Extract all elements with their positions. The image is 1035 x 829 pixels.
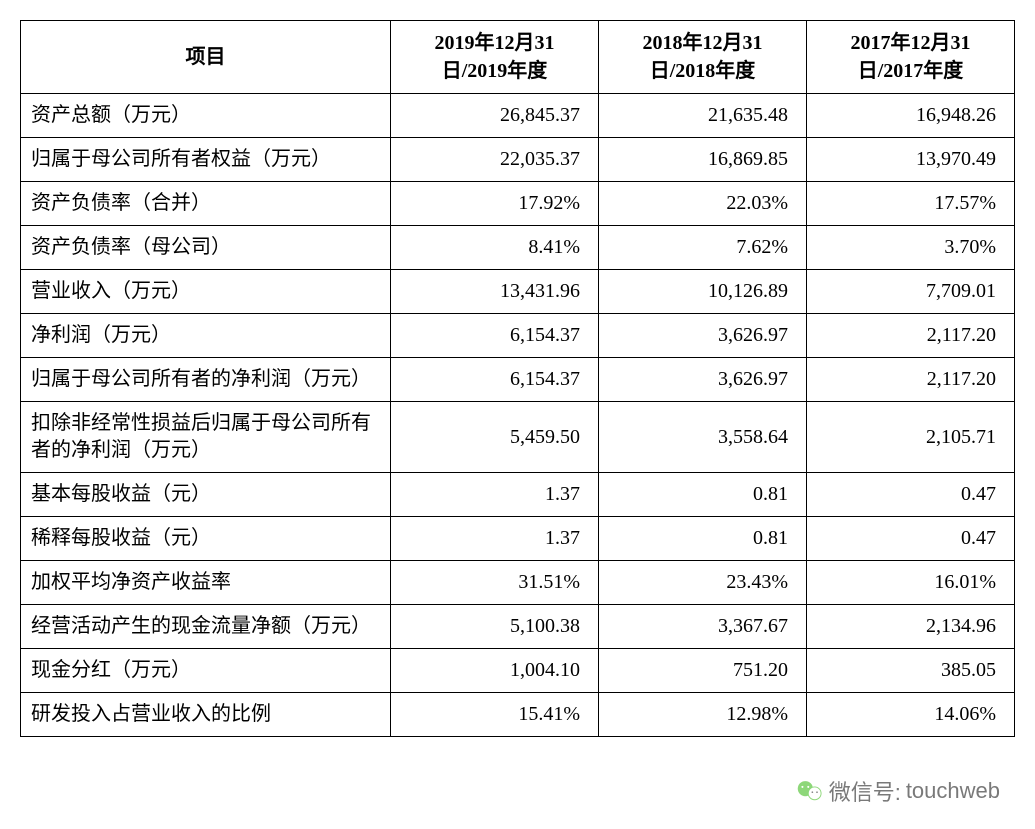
row-value-2018: 3,626.97 <box>599 314 807 358</box>
table-row: 基本每股收益（元） 1.37 0.81 0.47 <box>21 473 1015 517</box>
row-value-2019: 5,100.38 <box>391 605 599 649</box>
row-label: 净利润（万元） <box>21 314 391 358</box>
table-row: 营业收入（万元） 13,431.96 10,126.89 7,709.01 <box>21 270 1015 314</box>
financial-table: 项目 2019年12月31日/2019年度 2018年12月31日/2018年度… <box>20 20 1015 737</box>
wechat-icon <box>796 777 824 805</box>
row-label: 稀释每股收益（元） <box>21 517 391 561</box>
row-value-2017: 7,709.01 <box>807 270 1015 314</box>
row-value-2019: 26,845.37 <box>391 94 599 138</box>
row-label: 研发投入占营业收入的比例 <box>21 693 391 737</box>
row-label: 营业收入（万元） <box>21 270 391 314</box>
watermark-prefix: 微信号: <box>829 775 901 807</box>
row-value-2018: 16,869.85 <box>599 138 807 182</box>
row-value-2019: 1.37 <box>391 517 599 561</box>
row-label: 资产总额（万元） <box>21 94 391 138</box>
table-row: 经营活动产生的现金流量净额（万元） 5,100.38 3,367.67 2,13… <box>21 605 1015 649</box>
row-value-2017: 0.47 <box>807 473 1015 517</box>
row-value-2017: 2,105.71 <box>807 402 1015 473</box>
row-value-2018: 3,367.67 <box>599 605 807 649</box>
row-value-2018: 3,558.64 <box>599 402 807 473</box>
header-2019: 2019年12月31日/2019年度 <box>391 21 599 94</box>
table-row: 研发投入占营业收入的比例 15.41% 12.98% 14.06% <box>21 693 1015 737</box>
row-value-2017: 3.70% <box>807 226 1015 270</box>
row-value-2019: 31.51% <box>391 561 599 605</box>
header-2018: 2018年12月31日/2018年度 <box>599 21 807 94</box>
row-value-2017: 13,970.49 <box>807 138 1015 182</box>
row-value-2017: 16,948.26 <box>807 94 1015 138</box>
row-value-2017: 2,117.20 <box>807 358 1015 402</box>
row-label: 加权平均净资产收益率 <box>21 561 391 605</box>
header-item: 项目 <box>21 21 391 94</box>
table-header-row: 项目 2019年12月31日/2019年度 2018年12月31日/2018年度… <box>21 21 1015 94</box>
row-label: 经营活动产生的现金流量净额（万元） <box>21 605 391 649</box>
row-value-2018: 22.03% <box>599 182 807 226</box>
row-value-2018: 23.43% <box>599 561 807 605</box>
row-value-2018: 21,635.48 <box>599 94 807 138</box>
row-value-2018: 7.62% <box>599 226 807 270</box>
table-row: 现金分红（万元） 1,004.10 751.20 385.05 <box>21 649 1015 693</box>
table-row: 资产总额（万元） 26,845.37 21,635.48 16,948.26 <box>21 94 1015 138</box>
row-value-2017: 385.05 <box>807 649 1015 693</box>
table-row: 归属于母公司所有者的净利润（万元） 6,154.37 3,626.97 2,11… <box>21 358 1015 402</box>
table-row: 稀释每股收益（元） 1.37 0.81 0.47 <box>21 517 1015 561</box>
row-value-2017: 17.57% <box>807 182 1015 226</box>
row-value-2019: 17.92% <box>391 182 599 226</box>
row-label: 归属于母公司所有者权益（万元） <box>21 138 391 182</box>
row-value-2019: 1,004.10 <box>391 649 599 693</box>
table-row: 扣除非经常性损益后归属于母公司所有者的净利润（万元） 5,459.50 3,55… <box>21 402 1015 473</box>
table-row: 资产负债率（母公司） 8.41% 7.62% 3.70% <box>21 226 1015 270</box>
row-value-2017: 0.47 <box>807 517 1015 561</box>
watermark: 微信号: touchweb <box>796 775 1000 807</box>
row-value-2017: 16.01% <box>807 561 1015 605</box>
row-value-2018: 3,626.97 <box>599 358 807 402</box>
row-label: 归属于母公司所有者的净利润（万元） <box>21 358 391 402</box>
row-value-2018: 12.98% <box>599 693 807 737</box>
row-value-2019: 15.41% <box>391 693 599 737</box>
table-row: 净利润（万元） 6,154.37 3,626.97 2,117.20 <box>21 314 1015 358</box>
row-value-2019: 22,035.37 <box>391 138 599 182</box>
table-body: 资产总额（万元） 26,845.37 21,635.48 16,948.26 归… <box>21 94 1015 737</box>
table-row: 加权平均净资产收益率 31.51% 23.43% 16.01% <box>21 561 1015 605</box>
row-value-2018: 10,126.89 <box>599 270 807 314</box>
table-row: 归属于母公司所有者权益（万元） 22,035.37 16,869.85 13,9… <box>21 138 1015 182</box>
row-value-2019: 6,154.37 <box>391 314 599 358</box>
row-value-2018: 0.81 <box>599 473 807 517</box>
row-value-2019: 1.37 <box>391 473 599 517</box>
row-value-2019: 6,154.37 <box>391 358 599 402</box>
row-value-2018: 751.20 <box>599 649 807 693</box>
header-2017: 2017年12月31日/2017年度 <box>807 21 1015 94</box>
row-label: 现金分红（万元） <box>21 649 391 693</box>
row-value-2017: 14.06% <box>807 693 1015 737</box>
row-value-2017: 2,117.20 <box>807 314 1015 358</box>
row-value-2017: 2,134.96 <box>807 605 1015 649</box>
watermark-account: touchweb <box>906 778 1000 804</box>
row-label: 资产负债率（母公司） <box>21 226 391 270</box>
table-row: 资产负债率（合并） 17.92% 22.03% 17.57% <box>21 182 1015 226</box>
row-value-2018: 0.81 <box>599 517 807 561</box>
row-label: 资产负债率（合并） <box>21 182 391 226</box>
row-value-2019: 5,459.50 <box>391 402 599 473</box>
row-label: 基本每股收益（元） <box>21 473 391 517</box>
row-label: 扣除非经常性损益后归属于母公司所有者的净利润（万元） <box>21 402 391 473</box>
row-value-2019: 8.41% <box>391 226 599 270</box>
row-value-2019: 13,431.96 <box>391 270 599 314</box>
